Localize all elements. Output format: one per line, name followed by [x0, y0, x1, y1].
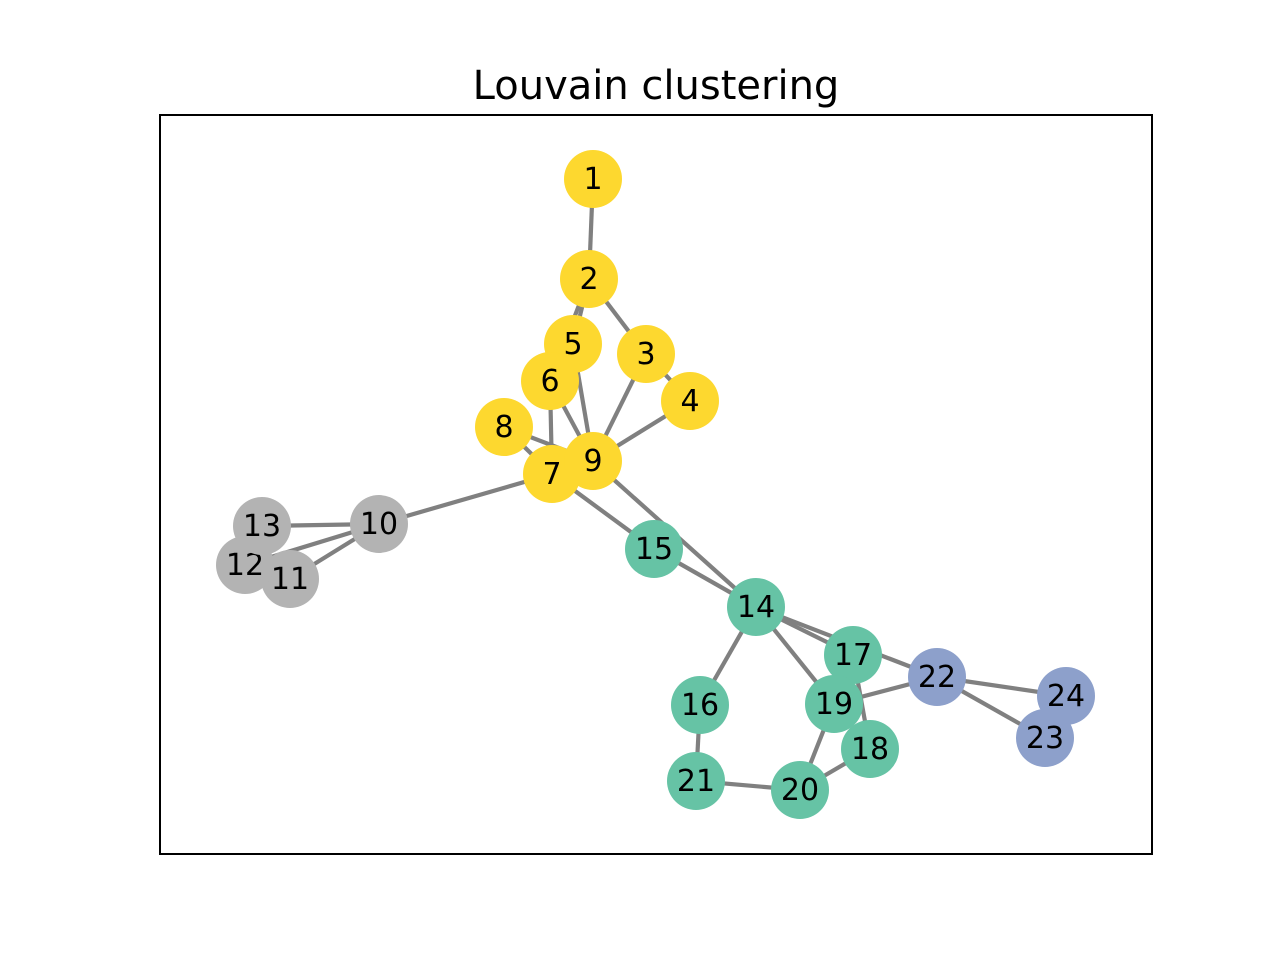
node-label-18: 18 [851, 732, 889, 767]
node-label-1: 1 [583, 162, 602, 197]
node-1: 1 [564, 150, 622, 208]
node-circle-18 [841, 720, 899, 778]
node-circle-13 [233, 497, 291, 555]
node-label-10: 10 [360, 507, 398, 542]
node-11: 11 [261, 550, 319, 608]
node-10: 10 [350, 495, 408, 553]
node-label-22: 22 [918, 660, 956, 695]
node-label-17: 17 [834, 638, 872, 673]
node-label-7: 7 [542, 457, 561, 492]
node-label-24: 24 [1047, 679, 1085, 714]
node-circle-1 [564, 150, 622, 208]
node-3: 3 [617, 325, 675, 383]
node-label-13: 13 [243, 509, 281, 544]
node-circle-9 [564, 432, 622, 490]
node-16: 16 [671, 676, 729, 734]
node-label-19: 19 [815, 687, 853, 722]
node-20: 20 [771, 761, 829, 819]
node-circle-14 [727, 578, 785, 636]
node-circle-16 [671, 676, 729, 734]
node-21: 21 [667, 752, 725, 810]
edge-7-10 [378, 471, 553, 527]
node-22: 22 [908, 648, 966, 706]
node-label-6: 6 [540, 364, 559, 399]
node-circle-4 [661, 372, 719, 430]
node-circle-24 [1037, 667, 1095, 725]
node-circle-20 [771, 761, 829, 819]
node-circle-15 [625, 520, 683, 578]
node-circle-21 [667, 752, 725, 810]
node-label-3: 3 [636, 337, 655, 372]
node-circle-8 [475, 398, 533, 456]
node-24: 24 [1037, 667, 1095, 725]
node-9: 9 [564, 432, 622, 490]
node-circle-10 [350, 495, 408, 553]
node-6: 6 [521, 352, 579, 410]
node-label-11: 11 [271, 562, 309, 597]
node-18: 18 [841, 720, 899, 778]
node-19: 19 [805, 675, 863, 733]
node-2: 2 [560, 250, 618, 308]
node-circle-17 [824, 626, 882, 684]
node-label-16: 16 [681, 688, 719, 723]
node-label-20: 20 [781, 773, 819, 808]
node-label-4: 4 [680, 384, 699, 419]
node-circle-19 [805, 675, 863, 733]
node-circle-22 [908, 648, 966, 706]
node-circle-3 [617, 325, 675, 383]
plot-frame [159, 114, 1153, 855]
node-label-15: 15 [635, 532, 673, 567]
node-4: 4 [661, 372, 719, 430]
node-8: 8 [475, 398, 533, 456]
node-13: 13 [233, 497, 291, 555]
node-15: 15 [625, 520, 683, 578]
node-circle-6 [521, 352, 579, 410]
node-label-5: 5 [563, 327, 582, 362]
diagram-title: Louvain clustering [473, 63, 840, 109]
node-label-23: 23 [1026, 721, 1064, 756]
node-17: 17 [824, 626, 882, 684]
node-14: 14 [727, 578, 785, 636]
node-circle-11 [261, 550, 319, 608]
node-label-9: 9 [583, 444, 602, 479]
node-label-14: 14 [737, 590, 775, 625]
node-label-21: 21 [677, 764, 715, 799]
node-label-8: 8 [494, 410, 513, 445]
node-circle-2 [560, 250, 618, 308]
node-label-2: 2 [579, 262, 598, 297]
